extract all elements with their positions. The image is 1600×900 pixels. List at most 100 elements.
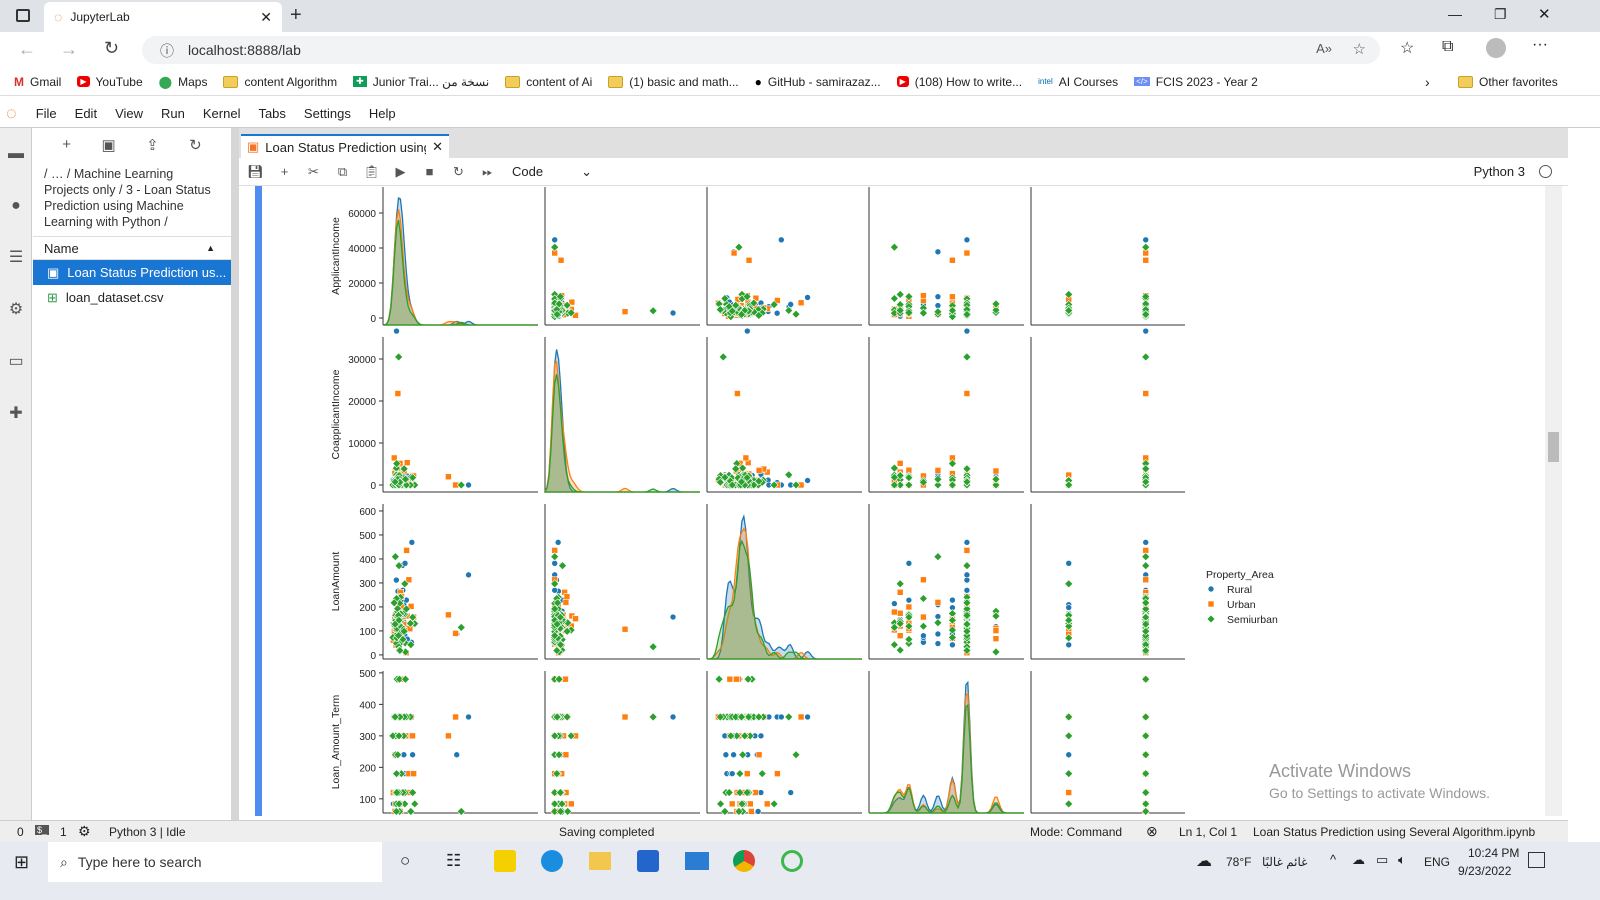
minimize-icon[interactable]: —	[1448, 6, 1462, 22]
bookmark-item[interactable]: M Gmail	[14, 75, 61, 89]
scatter-point	[456, 480, 466, 490]
menu-help[interactable]: Help	[368, 106, 396, 121]
fast-forward-icon[interactable]: ⏩︎	[482, 163, 493, 179]
kernel-status[interactable]: Python 3 | Idle	[109, 825, 186, 839]
mode-indicator[interactable]: Mode: Command	[1030, 825, 1123, 839]
file-explorer-icon[interactable]	[589, 852, 611, 870]
back-icon[interactable]: ←	[18, 39, 36, 59]
tabs-icon[interactable]: ▭	[8, 353, 24, 370]
menu-edit[interactable]: Edit	[74, 106, 98, 121]
scrollbar-thumb[interactable]	[1548, 432, 1559, 462]
menu-file[interactable]: File	[35, 106, 57, 121]
language-indicator[interactable]: ENG	[1424, 855, 1451, 869]
bookmark-item[interactable]: ⬤ Maps	[159, 75, 208, 89]
close-tab-icon[interactable]: ✕	[432, 139, 443, 154]
clock-time[interactable]: 10:24 PM	[1468, 846, 1520, 860]
player-app-icon[interactable]	[494, 850, 516, 872]
browser-tab[interactable]: ◌ JupyterLab ✕	[44, 2, 282, 32]
name-column-header[interactable]: Name ▲	[33, 236, 231, 260]
network-icon[interactable]: ▭	[1376, 852, 1389, 867]
menu-settings[interactable]: Settings	[303, 106, 351, 121]
new-tab-icon[interactable]: +	[290, 4, 302, 26]
file-item[interactable]: ⊞ loan_dataset.csv	[33, 285, 231, 310]
cell-type-select[interactable]: Code ⌄	[512, 164, 592, 180]
mail-icon[interactable]	[685, 852, 709, 870]
extension-icon[interactable]: ✚	[9, 405, 23, 422]
bookmark-item[interactable]: content of Ai	[505, 75, 592, 89]
close-tab-icon[interactable]: ✕	[260, 8, 272, 25]
close-window-icon[interactable]: ✕	[1538, 6, 1551, 23]
status-terminals[interactable]: 0	[17, 825, 24, 839]
cell-collapser[interactable]	[255, 186, 262, 816]
weather-temp[interactable]: 78°F	[1226, 855, 1252, 869]
save-icon[interactable]: 💾︎	[247, 163, 264, 179]
scatter-point	[948, 633, 957, 642]
menu-kernel[interactable]: Kernel	[202, 106, 241, 121]
store-icon[interactable]	[637, 850, 659, 872]
taskbar-search[interactable]: ⌕ Type here to search	[48, 842, 382, 882]
copy-icon[interactable]: ⧉	[337, 163, 348, 179]
menu-run[interactable]: Run	[161, 106, 185, 121]
new-launcher-icon[interactable]: +	[62, 136, 71, 153]
menu-view[interactable]: View	[115, 106, 144, 121]
run-icon[interactable]: ▶	[395, 163, 406, 179]
commands-icon[interactable]: ☰	[8, 249, 24, 266]
folder-icon[interactable]: ▬	[8, 145, 24, 162]
app-icon[interactable]	[781, 850, 803, 872]
forward-icon[interactable]: →	[60, 39, 78, 59]
widgets-icon[interactable]: ☷	[446, 851, 462, 870]
new-folder-icon[interactable]: ▣	[101, 137, 116, 154]
menu-tabs[interactable]: Tabs	[258, 106, 286, 121]
other-favorites[interactable]: Other favorites	[1458, 75, 1558, 89]
task-view-icon[interactable]: ○	[400, 851, 411, 870]
property-inspector-icon[interactable]: ⚙	[8, 301, 24, 318]
bookmark-item[interactable]: ▶ YouTube	[77, 75, 143, 89]
favorites-icon[interactable]: ☆	[1400, 40, 1415, 57]
notifications-icon[interactable]	[1528, 852, 1545, 868]
read-aloud-icon[interactable]: A»	[1316, 41, 1332, 56]
panel-splitter[interactable]	[231, 128, 239, 820]
cursor-position[interactable]: Ln 1, Col 1	[1179, 825, 1238, 839]
status-kernels[interactable]: 1	[60, 825, 67, 839]
bookmark-item[interactable]: (1) basic and math...	[608, 75, 739, 89]
restart-icon[interactable]: ↻	[453, 163, 464, 179]
breadcrumb[interactable]: / … / Machine Learning Projects only / 3…	[44, 167, 211, 229]
refresh-icon[interactable]: ↻	[189, 137, 202, 154]
notebook-tab[interactable]: ▣ Loan Status Prediction using ✕	[241, 134, 449, 158]
bookmark-item[interactable]: ● GitHub - samirazaz...	[755, 75, 881, 89]
kernel-name[interactable]: Python 3	[1473, 164, 1525, 179]
bookmark-item[interactable]: </> FCIS 2023 - Year 2	[1134, 75, 1258, 89]
add-favorite-icon[interactable]: ☆	[1352, 41, 1366, 58]
weather-text[interactable]: غائم غالبًا	[1262, 855, 1308, 869]
scatter-point	[933, 307, 943, 317]
bookmarks-overflow-icon[interactable]: ›	[1425, 73, 1430, 90]
tray-chevron-icon[interactable]: ^	[1330, 852, 1337, 867]
url-bar[interactable]: ⓘ localhost:8888/lab A» ☆	[142, 36, 1380, 64]
maximize-icon[interactable]: ❐	[1494, 6, 1507, 22]
bookmark-item[interactable]: content Algorithm	[223, 75, 337, 89]
paste-icon[interactable]: 📋︎	[363, 163, 380, 179]
scatter-point	[405, 576, 413, 584]
bookmark-item[interactable]: intel AI Courses	[1038, 75, 1118, 89]
file-item[interactable]: ▣ Loan Status Prediction us...	[33, 260, 231, 285]
windows-start-icon[interactable]: ⊞	[14, 852, 30, 872]
reload-icon[interactable]: ↻	[104, 38, 120, 58]
trust-shield-icon[interactable]: ⊗	[1146, 823, 1158, 839]
upload-icon[interactable]: ⇪	[146, 137, 159, 154]
more-icon[interactable]: ···	[1532, 36, 1548, 53]
onedrive-icon[interactable]: ☁	[1352, 852, 1365, 867]
chrome-icon[interactable]	[733, 850, 755, 872]
edge-icon[interactable]	[541, 850, 563, 872]
bookmark-item[interactable]: ✚ Junior Trai... نسخة من	[353, 75, 489, 89]
cut-icon[interactable]: ✂	[308, 163, 319, 179]
running-icon[interactable]: ●	[11, 197, 21, 214]
stop-icon[interactable]: ■	[425, 164, 434, 179]
clock-date[interactable]: 9/23/2022	[1458, 864, 1512, 878]
profile-avatar[interactable]	[1486, 38, 1506, 58]
collections-icon[interactable]: ⧉	[1442, 38, 1454, 55]
volume-icon[interactable]: 🔈︎	[1398, 852, 1406, 867]
bookmark-item[interactable]: ▶ (108) How to write...	[896, 75, 1022, 89]
scrollbar[interactable]	[1545, 186, 1562, 816]
sidebar-toggle-icon[interactable]	[16, 9, 30, 22]
insert-cell-icon[interactable]: +	[280, 164, 289, 179]
